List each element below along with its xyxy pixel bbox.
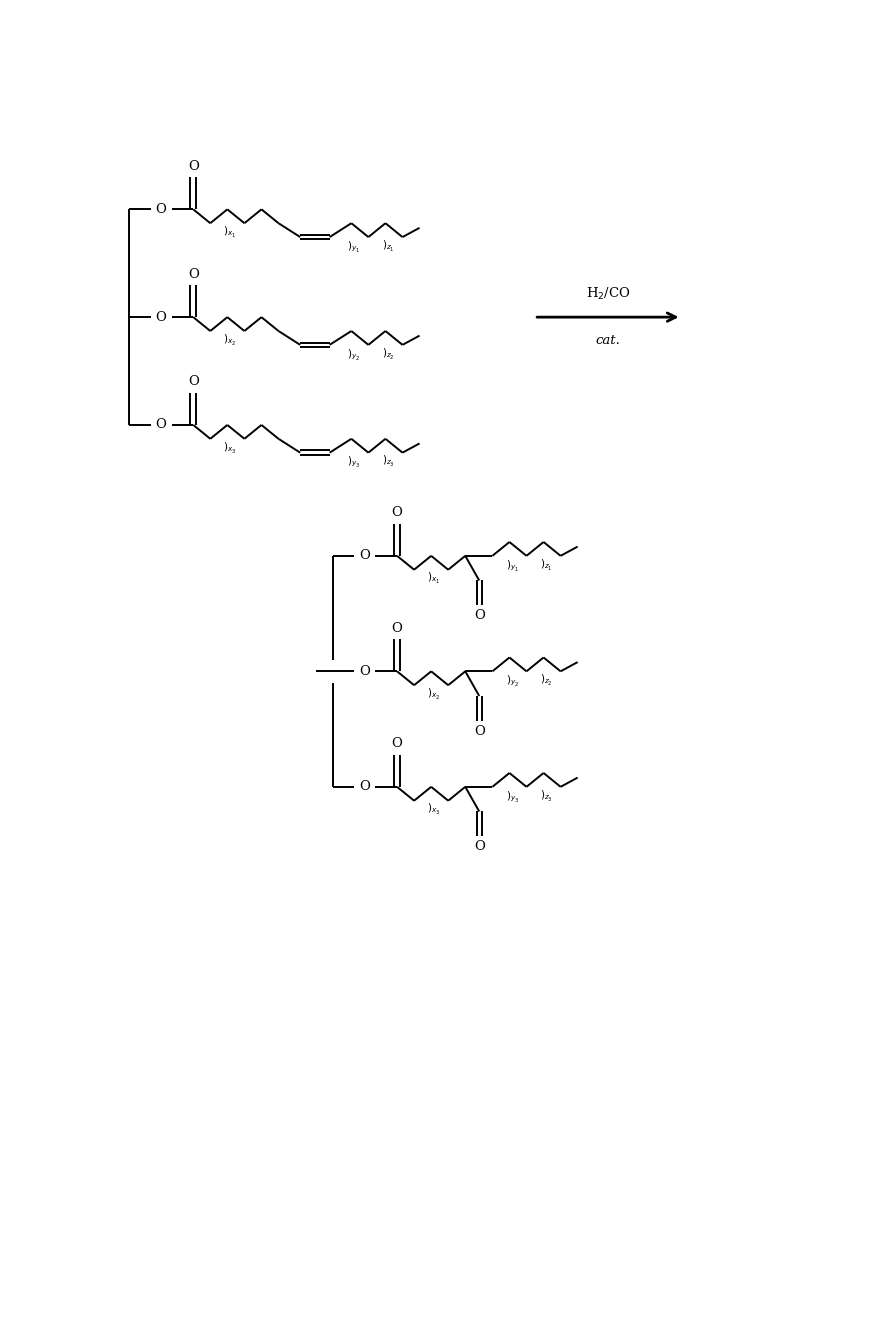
Text: $)_{y_2}$: $)_{y_2}$ [347, 346, 360, 362]
Text: $)_{z_3}$: $)_{z_3}$ [539, 789, 552, 803]
Text: $)_{z_3}$: $)_{z_3}$ [381, 454, 394, 469]
Text: $)_{y_2}$: $)_{y_2}$ [505, 674, 519, 688]
Text: O: O [358, 781, 369, 794]
Text: $)_{x_3}$: $)_{x_3}$ [426, 802, 440, 818]
Text: O: O [473, 609, 485, 622]
Text: O: O [358, 664, 369, 678]
Text: O: O [473, 840, 485, 853]
Text: $)_{x_1}$: $)_{x_1}$ [224, 225, 237, 240]
Text: O: O [392, 506, 402, 519]
Text: O: O [155, 310, 166, 324]
Text: O: O [392, 622, 402, 634]
Text: $)_{z_2}$: $)_{z_2}$ [539, 674, 552, 688]
Text: O: O [155, 203, 166, 215]
Text: cat.: cat. [595, 334, 620, 346]
Text: $)_{x_3}$: $)_{x_3}$ [224, 440, 237, 456]
Text: H$_2$/CO: H$_2$/CO [585, 285, 629, 303]
Text: $)_{x_2}$: $)_{x_2}$ [224, 333, 236, 347]
Text: O: O [188, 160, 198, 173]
Text: $)_{z_1}$: $)_{z_1}$ [381, 239, 394, 254]
Text: $)_{y_1}$: $)_{y_1}$ [347, 239, 360, 254]
Text: O: O [188, 375, 198, 388]
Text: O: O [188, 268, 198, 280]
Text: $)_{y_3}$: $)_{y_3}$ [505, 789, 519, 803]
Text: O: O [358, 550, 369, 563]
Text: $)_{x_2}$: $)_{x_2}$ [426, 687, 440, 701]
Text: $)_{z_2}$: $)_{z_2}$ [381, 346, 394, 362]
Text: $)_{y_1}$: $)_{y_1}$ [505, 557, 519, 572]
Text: O: O [155, 419, 166, 432]
Text: $)_{x_1}$: $)_{x_1}$ [426, 572, 440, 587]
Text: O: O [473, 725, 485, 738]
Text: $)_{z_1}$: $)_{z_1}$ [539, 557, 552, 572]
Text: $)_{y_3}$: $)_{y_3}$ [347, 454, 360, 469]
Text: O: O [392, 737, 402, 750]
